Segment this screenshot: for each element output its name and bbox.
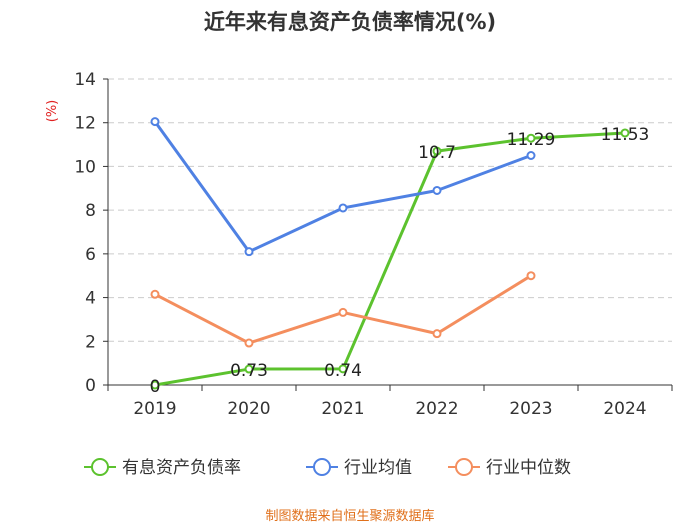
x-tick-label: 2021 bbox=[321, 399, 364, 419]
x-tick-label: 2023 bbox=[509, 399, 552, 419]
series-line bbox=[153, 120, 532, 254]
axes: 0 2 4 6 8 10 12 14 2019 2020 2021 2022 2023 2024 bbox=[74, 70, 673, 419]
data-point[interactable] bbox=[244, 364, 254, 374]
series-0 bbox=[150, 128, 630, 390]
y-tick-label: 6 bbox=[85, 245, 96, 265]
data-label: 0.74 bbox=[324, 361, 362, 381]
data-point[interactable] bbox=[526, 271, 536, 281]
data-point[interactable] bbox=[150, 117, 160, 127]
data-point[interactable] bbox=[432, 146, 442, 156]
data-point[interactable] bbox=[526, 133, 536, 143]
x-tick-label: 2024 bbox=[603, 399, 646, 419]
data-point[interactable] bbox=[244, 338, 254, 348]
series-2 bbox=[150, 271, 536, 348]
x-tick-label: 2019 bbox=[133, 399, 176, 419]
data-point[interactable] bbox=[150, 380, 160, 390]
y-tick-label: 2 bbox=[85, 332, 96, 352]
data-label: 0.73 bbox=[230, 361, 268, 381]
y-tick-label: 0 bbox=[85, 376, 96, 396]
series-line bbox=[154, 131, 626, 387]
data-label: 10.7 bbox=[418, 143, 456, 163]
data-label: 0 bbox=[150, 377, 161, 397]
x-tick-label: 2020 bbox=[227, 399, 270, 419]
legend-label: 有息资产负债率 bbox=[122, 458, 241, 478]
data-point[interactable] bbox=[150, 289, 160, 299]
legend-label: 行业中位数 bbox=[486, 458, 571, 478]
data-point[interactable] bbox=[338, 307, 348, 317]
y-tick-label: 8 bbox=[85, 201, 96, 221]
data-point[interactable] bbox=[338, 364, 348, 374]
y-tick-label: 12 bbox=[74, 114, 96, 134]
data-label: 11.53 bbox=[601, 125, 650, 145]
data-labels: 0 0.73 0.74 10.7 11.29 11.53 bbox=[150, 125, 650, 397]
gridlines bbox=[108, 78, 672, 342]
data-point[interactable] bbox=[432, 185, 442, 195]
data-point[interactable] bbox=[338, 203, 348, 213]
x-tick-label: 2022 bbox=[415, 399, 458, 419]
series-1 bbox=[150, 117, 536, 257]
y-tick-label: 14 bbox=[74, 70, 96, 90]
legend-item[interactable]: 有息资产负债率 bbox=[84, 458, 241, 478]
y-tick-label: 4 bbox=[85, 289, 96, 309]
legend-marker bbox=[91, 458, 109, 476]
series-layer bbox=[150, 117, 630, 390]
legend-marker bbox=[455, 458, 473, 476]
y-tick-label: 10 bbox=[74, 157, 96, 177]
legend-label: 行业均值 bbox=[344, 458, 412, 478]
y-axis-label: (%) bbox=[45, 100, 60, 123]
legend-marker bbox=[313, 458, 331, 476]
data-point[interactable] bbox=[620, 128, 630, 138]
data-label: 11.29 bbox=[507, 130, 556, 150]
source-note: 制图数据来自恒生聚源数据库 bbox=[265, 508, 434, 524]
legend-item[interactable]: 行业中位数 bbox=[448, 458, 571, 478]
chart-title: 近年来有息资产负债率情况(%) bbox=[204, 10, 496, 34]
legend-item[interactable]: 行业均值 bbox=[306, 458, 412, 478]
legend[interactable]: 有息资产负债率 行业均值 行业中位数 bbox=[84, 458, 571, 478]
data-point[interactable] bbox=[526, 151, 536, 160]
data-point[interactable] bbox=[244, 247, 254, 257]
data-point[interactable] bbox=[432, 329, 442, 339]
